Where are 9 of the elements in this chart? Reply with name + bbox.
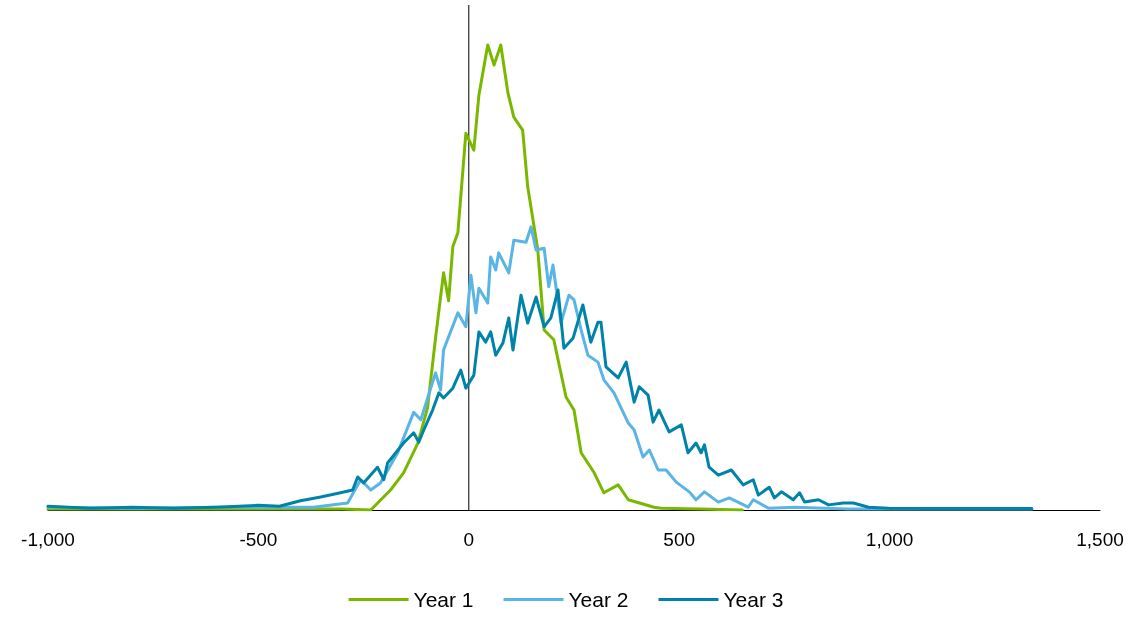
legend-label: Year 2: [568, 588, 629, 611]
x-tick-label: 500: [663, 529, 696, 550]
x-tick-label: 1,500: [1076, 529, 1124, 550]
legend-label: Year 3: [723, 588, 784, 611]
x-tick-label: -1,000: [21, 529, 75, 550]
legend-label: Year 1: [413, 588, 474, 611]
x-tick-label: -500: [239, 529, 278, 550]
x-tick-label: 1,000: [865, 529, 914, 550]
x-tick-label: 0: [463, 529, 475, 550]
